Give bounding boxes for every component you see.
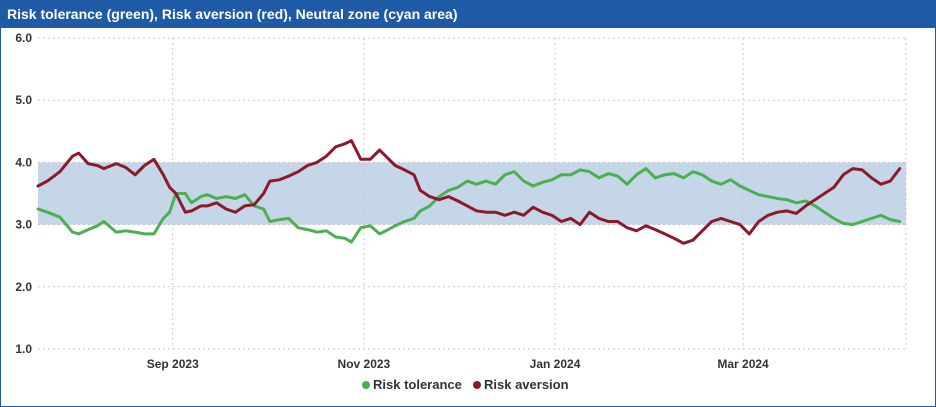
series-line-risk-tolerance xyxy=(36,167,902,244)
x-tick-label: Jan 2024 xyxy=(530,357,581,371)
y-tick-label: 6.0 xyxy=(15,31,32,45)
y-tick-label: 1.0 xyxy=(15,342,32,356)
chart-title: Risk tolerance (green), Risk aversion (r… xyxy=(1,1,935,28)
legend-marker xyxy=(473,381,481,389)
legend: Risk tolerance Risk aversion xyxy=(362,377,569,392)
y-tick-label: 3.0 xyxy=(15,218,32,232)
x-tick-label: Mar 2024 xyxy=(717,357,769,371)
legend-marker xyxy=(362,381,370,389)
series-line-risk-aversion xyxy=(36,139,902,245)
x-tick-label: Sep 2023 xyxy=(147,357,199,371)
x-tick-label: Nov 2023 xyxy=(338,357,391,371)
legend-label: Risk aversion xyxy=(484,377,569,392)
y-tick-label: 5.0 xyxy=(15,93,32,107)
legend-label: Risk tolerance xyxy=(373,377,462,392)
y-tick-label: 4.0 xyxy=(15,155,32,169)
y-tick-label: 2.0 xyxy=(15,280,32,294)
